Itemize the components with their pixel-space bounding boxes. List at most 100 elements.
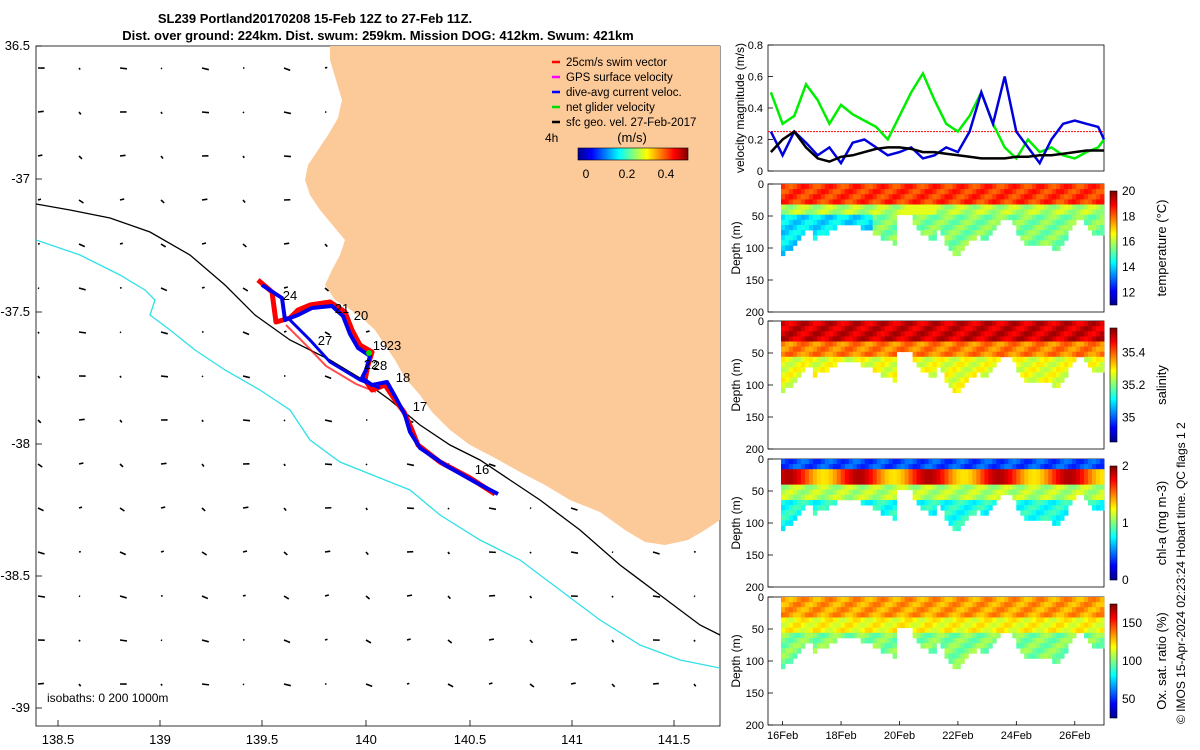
section-cell (952, 627, 957, 634)
section-cell (912, 321, 917, 327)
section-cell (1064, 230, 1069, 236)
section-cell (824, 367, 830, 373)
section-cell (924, 346, 929, 353)
section-colorbar (1109, 327, 1118, 443)
section-cell (804, 484, 810, 491)
section-cell (924, 362, 929, 368)
section-cell (1048, 184, 1053, 190)
section-cell (1064, 184, 1069, 190)
section-cell (1096, 643, 1101, 649)
section-cell (1036, 474, 1041, 480)
section-cell (1004, 331, 1009, 337)
section-cell (988, 341, 993, 347)
section-cell (940, 464, 945, 470)
section-cell (1016, 474, 1021, 480)
section-cell (884, 346, 890, 353)
section-cell (1060, 505, 1065, 511)
section-cell (1088, 351, 1093, 358)
section-cell (996, 189, 1001, 195)
section-cell (960, 505, 965, 511)
section-ylabel: Depth (m) (729, 221, 743, 274)
current-arrow (119, 463, 124, 468)
section-cell (900, 199, 905, 205)
section-cell (852, 326, 858, 332)
section-cell (952, 658, 957, 664)
section-cell (976, 464, 981, 470)
section-cell (1056, 505, 1061, 511)
section-cell (968, 510, 973, 516)
section-ytick-label: 0 (758, 592, 764, 604)
section-cell (1056, 617, 1061, 623)
section-cell (868, 632, 874, 639)
section-cell (952, 240, 957, 246)
section-cell (984, 341, 989, 347)
section-cell (1000, 489, 1005, 496)
section-cell (804, 326, 810, 332)
section-cell (1032, 484, 1037, 491)
section-cell (1052, 356, 1057, 363)
section-cell (1016, 643, 1021, 649)
section-cell (992, 194, 997, 200)
section-cell (1044, 622, 1049, 629)
section-cell (896, 326, 901, 332)
section-cell (980, 219, 985, 226)
section-cell (852, 612, 858, 618)
section-cell (785, 362, 790, 368)
section-cell (868, 351, 874, 358)
section-cell (1068, 602, 1073, 608)
section-cell (928, 225, 933, 231)
section-cell (924, 219, 929, 226)
section-cell (868, 356, 874, 363)
section-cell (908, 209, 913, 216)
section-xtick-label: 16Feb (767, 730, 798, 742)
section-cell (1096, 351, 1101, 358)
section-cell (972, 648, 977, 654)
section-cell (844, 627, 850, 634)
section-cell (988, 505, 993, 511)
section-cell (1016, 219, 1021, 226)
section-cell (1056, 469, 1061, 475)
section-cell (964, 199, 969, 205)
section-cell (1044, 643, 1049, 649)
section-cell (888, 189, 893, 195)
section-cell (988, 362, 993, 368)
section-cell (1040, 214, 1045, 221)
section-cell (996, 474, 1001, 480)
section-cell (1076, 326, 1081, 332)
section-cell (824, 204, 830, 210)
section-cell (1048, 500, 1053, 506)
section-cell (1060, 230, 1065, 236)
section-cell (948, 235, 953, 241)
section-cell (1068, 632, 1073, 639)
section-cell (972, 341, 977, 347)
section-cell (832, 459, 838, 465)
current-arrow (37, 507, 44, 512)
section-cell (948, 245, 953, 251)
section-cell (948, 194, 953, 200)
section-cell (920, 336, 925, 342)
section-cell (792, 356, 798, 363)
section-cell (1008, 474, 1013, 480)
section-cell (972, 474, 977, 480)
section-cell (1096, 219, 1101, 226)
section-cell (988, 638, 993, 644)
section-cell (960, 372, 965, 378)
section-cell (1080, 612, 1085, 618)
section-cell (848, 489, 854, 496)
section-cell (1036, 240, 1041, 246)
section-cell (1024, 235, 1029, 241)
section-cell (1092, 643, 1097, 649)
section-cell (908, 464, 913, 470)
section-cell (852, 474, 858, 480)
section-cell (1036, 607, 1041, 613)
section-cell (796, 235, 802, 241)
section-cell (864, 597, 870, 603)
section-cell (960, 219, 965, 226)
section-cell (804, 184, 810, 190)
section-cell (916, 326, 921, 332)
section-cell (820, 597, 826, 603)
section-cell (968, 336, 973, 342)
section-cell (864, 336, 870, 342)
section-cell (1064, 648, 1069, 654)
section-cell (888, 494, 893, 501)
